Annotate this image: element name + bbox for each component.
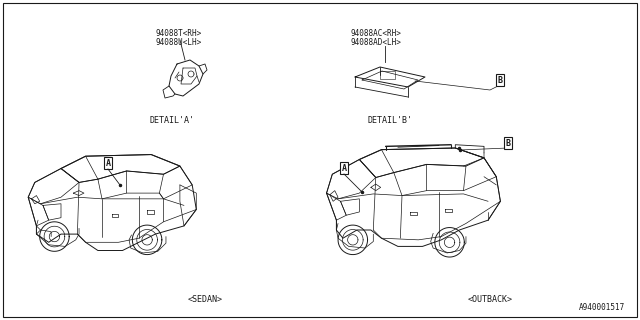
Text: 94088AC<RH>: 94088AC<RH>	[350, 28, 401, 37]
Text: 94088AD<LH>: 94088AD<LH>	[350, 37, 401, 46]
Text: 94088T<RH>: 94088T<RH>	[155, 28, 201, 37]
Text: B: B	[497, 76, 502, 84]
Text: <SEDAN>: <SEDAN>	[188, 295, 223, 305]
Text: A940001517: A940001517	[579, 303, 625, 313]
Text: B: B	[506, 139, 511, 148]
Text: A: A	[342, 164, 346, 172]
Text: <OUTBACK>: <OUTBACK>	[467, 295, 513, 305]
Text: A: A	[106, 158, 111, 167]
Text: DETAIL'A': DETAIL'A'	[150, 116, 195, 124]
Text: DETAIL'B': DETAIL'B'	[367, 116, 413, 124]
Text: 94088U<LH>: 94088U<LH>	[155, 37, 201, 46]
